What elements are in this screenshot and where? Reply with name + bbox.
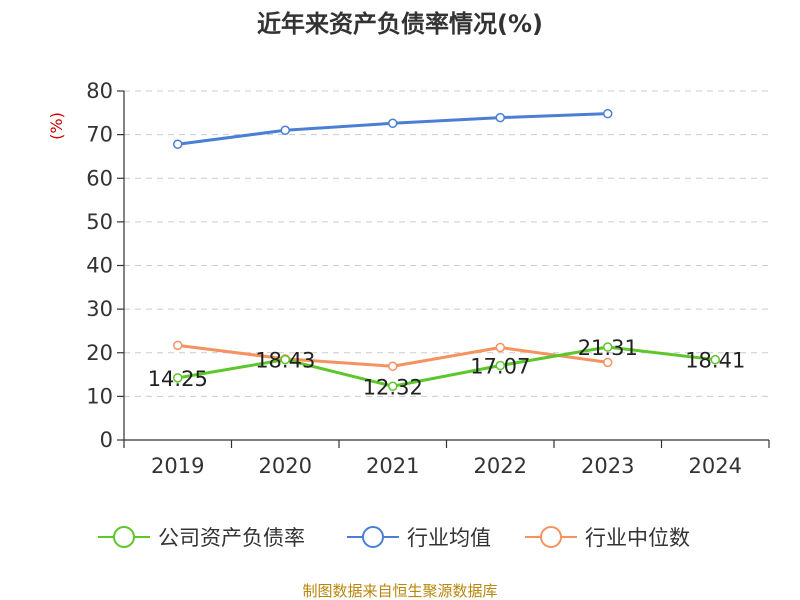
x-tick-label: 2022 bbox=[474, 454, 527, 478]
x-tick-label: 2019 bbox=[151, 454, 204, 478]
data-label: 17.07 bbox=[470, 355, 530, 379]
source-note: 制图数据来自恒生聚源数据库 bbox=[302, 582, 497, 600]
legend-marker-icon bbox=[540, 526, 562, 548]
x-tick-label: 2023 bbox=[581, 454, 634, 478]
data-point bbox=[173, 340, 183, 351]
data-point bbox=[280, 125, 290, 136]
data-point bbox=[495, 360, 505, 371]
legend-item-industry-median: 行业中位数 bbox=[525, 526, 690, 550]
data-label: 12.32 bbox=[363, 375, 423, 399]
legend-label: 行业均值 bbox=[407, 526, 491, 550]
series-company bbox=[173, 342, 720, 392]
y-tick-label: 30 bbox=[86, 297, 113, 321]
data-point bbox=[173, 373, 183, 383]
y-tick-label: 40 bbox=[86, 254, 113, 278]
gridlines bbox=[124, 90, 769, 397]
data-point bbox=[603, 108, 613, 119]
data-label: 18.43 bbox=[255, 349, 315, 373]
x-tick-label: 2021 bbox=[366, 454, 419, 478]
y-tick-label: 60 bbox=[86, 166, 113, 190]
data-point bbox=[495, 342, 505, 353]
data-label: 14.25 bbox=[148, 367, 208, 391]
data-point bbox=[603, 357, 613, 368]
data-point bbox=[495, 112, 505, 123]
data-labels: 14.25 18.43 12.32 17.07 21.31 18.41 bbox=[148, 336, 746, 399]
data-point bbox=[603, 342, 613, 352]
y-tick-label: 70 bbox=[86, 123, 113, 147]
legend-marker-icon bbox=[362, 526, 384, 548]
data-point bbox=[280, 354, 290, 365]
data-label: 21.31 bbox=[578, 336, 638, 360]
axes: 0 10 20 30 40 50 60 70 80 2019 2020 2021 2022 2023 202… bbox=[86, 79, 770, 478]
legend-item-company: 公司资产负债率 bbox=[98, 526, 305, 550]
legend-item-industry-mean: 行业均值 bbox=[347, 526, 491, 550]
legend-label: 公司资产负债率 bbox=[158, 526, 305, 550]
y-tick-label: 10 bbox=[86, 384, 113, 408]
x-tick-label: 2024 bbox=[689, 454, 742, 478]
data-point bbox=[388, 118, 398, 129]
legend-label: 行业中位数 bbox=[585, 526, 690, 550]
y-axis-unit: (%) bbox=[47, 112, 66, 140]
series-layer bbox=[173, 108, 720, 392]
data-point bbox=[173, 139, 183, 149]
data-point bbox=[710, 354, 720, 365]
x-tick-label: 2020 bbox=[259, 454, 312, 478]
data-label: 18.41 bbox=[685, 349, 745, 373]
y-tick-label: 20 bbox=[86, 341, 113, 365]
series-industry-mean bbox=[173, 108, 613, 149]
y-tick-label: 80 bbox=[86, 79, 113, 103]
y-tick-label: 50 bbox=[86, 210, 113, 234]
y-tick-label: 0 bbox=[100, 428, 113, 452]
series-line bbox=[177, 112, 608, 146]
data-point bbox=[388, 361, 398, 372]
chart-title: 近年来资产负债率情况(%) bbox=[257, 10, 543, 38]
series-line bbox=[177, 345, 716, 388]
data-point bbox=[388, 381, 398, 392]
legend: 公司资产负债率 行业均值 行业中位数 bbox=[98, 526, 690, 550]
legend-marker-icon bbox=[113, 526, 135, 548]
